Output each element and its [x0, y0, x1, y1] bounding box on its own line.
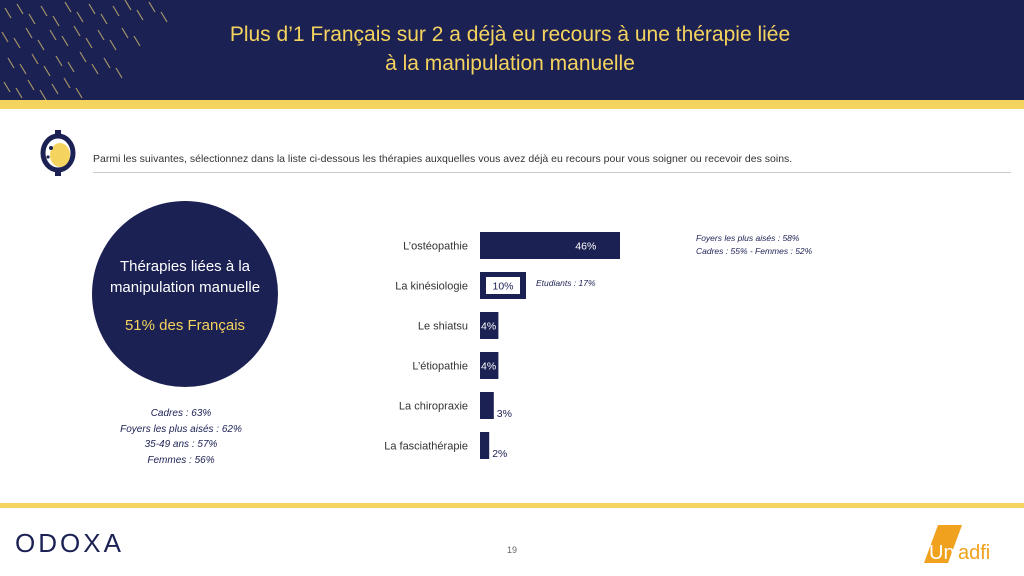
header-yellow-stripe: [0, 100, 1024, 109]
question-divider: [93, 172, 1011, 173]
bar: [480, 432, 490, 459]
breakdown-item: Cadres : 63%: [150, 408, 212, 419]
category-label: La fasciathérapie: [384, 441, 468, 453]
annotation-line: Cadres : 55% - Femmes : 52%: [696, 246, 813, 256]
summary-label-line2: manipulation manuelle: [109, 279, 261, 296]
bar-value-label: 3%: [497, 408, 512, 420]
bar-chart: L’ostéopathie 46% La kinésiologie 10% Le shi…: [384, 232, 620, 460]
category-label: Le shiatsu: [418, 321, 468, 333]
odoxa-logo: ODOXA: [15, 528, 124, 558]
summary-circle: Thérapies liées à la manipulation manuel…: [92, 201, 278, 387]
unadfi-logo: Un adfi: [924, 525, 990, 564]
summary-label-line1: Thérapies liées à la: [119, 258, 251, 275]
bar: [480, 392, 494, 419]
bar: [480, 352, 499, 379]
footer-yellow-stripe: [0, 503, 1024, 508]
bar-value-label: 4%: [481, 321, 496, 333]
page-title-line2: à la manipulation manuelle: [385, 52, 635, 75]
page-number: 19: [506, 545, 517, 555]
annotation-line: Foyers les plus aisés : 58%: [696, 233, 800, 243]
chevron-pattern-decoration: [1, 0, 168, 100]
category-label: La kinésiologie: [395, 281, 468, 293]
summary-breakdown: Cadres : 63% Foyers les plus aisés : 62%…: [96, 406, 266, 468]
category-label: L’ostéopathie: [403, 241, 468, 253]
page-title: Plus d’1 Français sur 2 a déjà eu recour…: [180, 20, 840, 78]
page-title-line1: Plus d’1 Français sur 2 a déjà eu recour…: [229, 23, 791, 46]
bar-value-label: 2%: [492, 448, 507, 460]
unadfi-logo-part-a: Un: [929, 542, 955, 564]
annotation-osteopathie: Foyers les plus aisés : 58% Cadres : 55%…: [696, 232, 812, 258]
bar: [480, 232, 620, 259]
question-mark-icon: [40, 130, 76, 176]
bar-value-label: 4%: [481, 361, 496, 373]
unadfi-logo-part-b: adfi: [958, 542, 990, 564]
annotation-line: Etudiants : 17%: [536, 278, 596, 288]
bar-value-label: 10%: [492, 281, 513, 293]
breakdown-item: 35-49 ans : 57%: [144, 439, 218, 450]
breakdown-item: Foyers les plus aisés : 62%: [120, 423, 242, 435]
bar: [480, 312, 499, 339]
summary-value: 51% des Français: [124, 317, 246, 334]
bar-label-background: [486, 277, 520, 294]
bar-value-label: 46%: [575, 241, 596, 253]
breakdown-item: Femmes : 56%: [147, 454, 215, 466]
header-banner: Plus d’1 Français sur 2 a déjà eu recour…: [0, 0, 1024, 100]
annotation-kinesiologie: Etudiants : 17%: [536, 277, 596, 290]
category-label: L’étiopathie: [412, 361, 468, 373]
survey-question: Parmi les suivantes, sélectionnez dans l…: [93, 153, 793, 165]
category-label: La chiropraxie: [399, 401, 468, 413]
